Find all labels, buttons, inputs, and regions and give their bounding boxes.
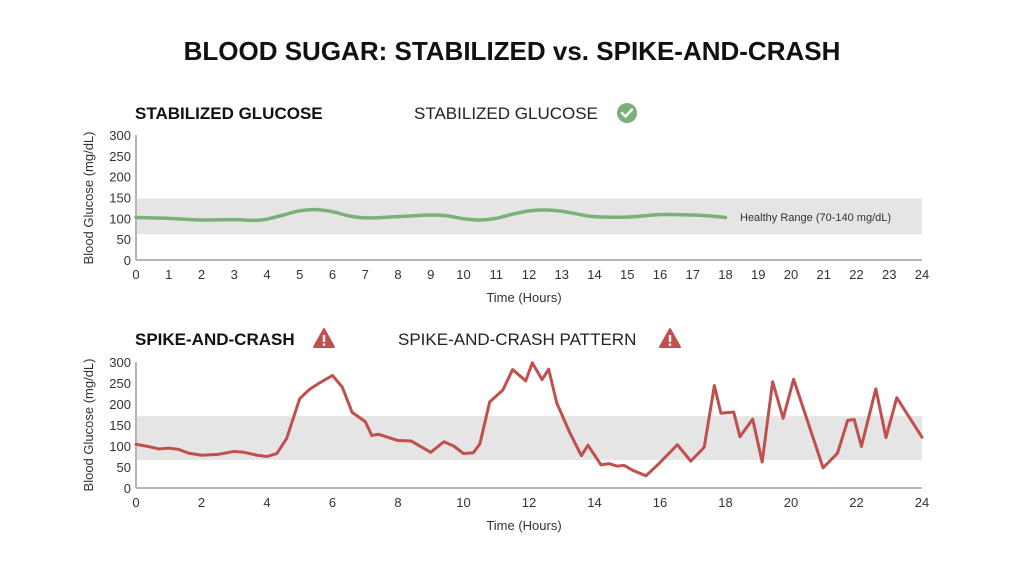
stabilized-x-tick-label: 14 — [587, 267, 601, 282]
stabilized-x-tick-label: 20 — [784, 267, 798, 282]
spike-crash-chart: SPIKE-AND-CRASH SPIKE-AND-CRASH PATTERN … — [81, 328, 929, 533]
spike-crash-chart-subtitle: SPIKE-AND-CRASH PATTERN — [398, 330, 636, 349]
stabilized-y-tick-label: 150 — [109, 191, 131, 206]
spike-crash-x-tick-label: 24 — [915, 495, 929, 510]
stabilized-y-tick-label: 250 — [109, 149, 131, 164]
stabilized-x-tick-label: 7 — [362, 267, 369, 282]
spike-crash-y-tick-label: 0 — [124, 481, 131, 496]
warning-icon — [313, 328, 335, 348]
stabilized-x-tick-label: 4 — [263, 267, 270, 282]
stabilized-chart-title: STABILIZED GLUCOSE — [135, 104, 323, 123]
spike-crash-y-tick-label: 100 — [109, 439, 131, 454]
spike-crash-x-tick-label: 20 — [784, 495, 798, 510]
spike-crash-x-tick-label: 16 — [653, 495, 667, 510]
spike-crash-x-tick-label: 6 — [329, 495, 336, 510]
warning-icon — [659, 328, 681, 348]
spike-crash-x-tick-label: 22 — [849, 495, 863, 510]
stabilized-y-axis-label: Blood Glucose (mg/dL) — [81, 132, 96, 265]
stabilized-x-tick-label: 9 — [427, 267, 434, 282]
stabilized-x-tick-label: 3 — [231, 267, 238, 282]
spike-crash-x-tick-label: 8 — [394, 495, 401, 510]
spike-crash-x-tick-label: 4 — [263, 495, 270, 510]
spike-crash-y-tick-label: 300 — [109, 355, 131, 370]
spike-crash-x-tick-label: 18 — [718, 495, 732, 510]
stabilized-chart: STABILIZED GLUCOSE STABILIZED GLUCOSE 0 5… — [81, 103, 929, 305]
stabilized-x-tick-label: 15 — [620, 267, 634, 282]
check-circle-icon — [617, 103, 637, 123]
spike-crash-x-tick-label: 14 — [587, 495, 601, 510]
stabilized-x-tick-label: 2 — [198, 267, 205, 282]
spike-crash-x-tick-label: 0 — [132, 495, 139, 510]
stabilized-y-tick-label: 0 — [124, 253, 131, 268]
stabilized-x-tick-label: 22 — [849, 267, 863, 282]
stabilized-y-tick-label: 200 — [109, 170, 131, 185]
stabilized-y-tick-label: 300 — [109, 128, 131, 143]
stabilized-healthy-range-band — [136, 198, 922, 235]
spike-crash-y-tick-label: 250 — [109, 376, 131, 391]
stabilized-x-tick-label: 18 — [718, 267, 732, 282]
spike-crash-healthy-range-band — [136, 416, 922, 460]
spike-crash-glucose-line — [134, 361, 924, 478]
stabilized-x-tick-label: 23 — [882, 267, 896, 282]
stabilized-x-tick-label: 8 — [394, 267, 401, 282]
stabilized-x-tick-label: 16 — [653, 267, 667, 282]
stabilized-y-tick-label: 50 — [117, 232, 131, 247]
stabilized-x-tick-label: 17 — [686, 267, 700, 282]
spike-crash-x-axis-label: Time (Hours) — [486, 518, 561, 533]
spike-crash-y-tick-label: 200 — [109, 397, 131, 412]
stabilized-glucose-line — [134, 207, 728, 223]
stabilized-x-tick-label: 6 — [329, 267, 336, 282]
spike-crash-chart-title: SPIKE-AND-CRASH — [135, 330, 295, 349]
stabilized-x-tick-label: 11 — [490, 267, 504, 282]
spike-crash-y-tick-label: 50 — [117, 460, 131, 475]
stabilized-x-tick-label: 13 — [555, 267, 569, 282]
stabilized-y-tick-label: 100 — [109, 211, 131, 226]
spike-crash-x-tick-label: 12 — [522, 495, 536, 510]
stabilized-chart-subtitle: STABILIZED GLUCOSE — [414, 104, 598, 123]
stabilized-x-tick-label: 12 — [522, 267, 536, 282]
stabilized-x-tick-label: 5 — [296, 267, 303, 282]
spike-crash-x-tick-label: 10 — [456, 495, 470, 510]
stabilized-x-tick-label: 24 — [915, 267, 929, 282]
figure-title: BLOOD SUGAR: STABILIZED vs. SPIKE-AND-CR… — [184, 36, 841, 66]
spike-crash-y-tick-label: 150 — [109, 418, 131, 433]
stabilized-x-tick-label: 19 — [751, 267, 765, 282]
stabilized-x-tick-label: 0 — [132, 267, 139, 282]
stabilized-x-tick-label: 21 — [817, 267, 831, 282]
stabilized-x-tick-label: 10 — [456, 267, 470, 282]
stabilized-x-tick-label: 1 — [165, 267, 172, 282]
stabilized-x-axis-label: Time (Hours) — [486, 290, 561, 305]
healthy-range-label: Healthy Range (70-140 mg/dL) — [740, 212, 891, 224]
spike-crash-y-axis-label: Blood Glucose (mg/dL) — [81, 359, 96, 492]
spike-crash-x-tick-label: 2 — [198, 495, 205, 510]
